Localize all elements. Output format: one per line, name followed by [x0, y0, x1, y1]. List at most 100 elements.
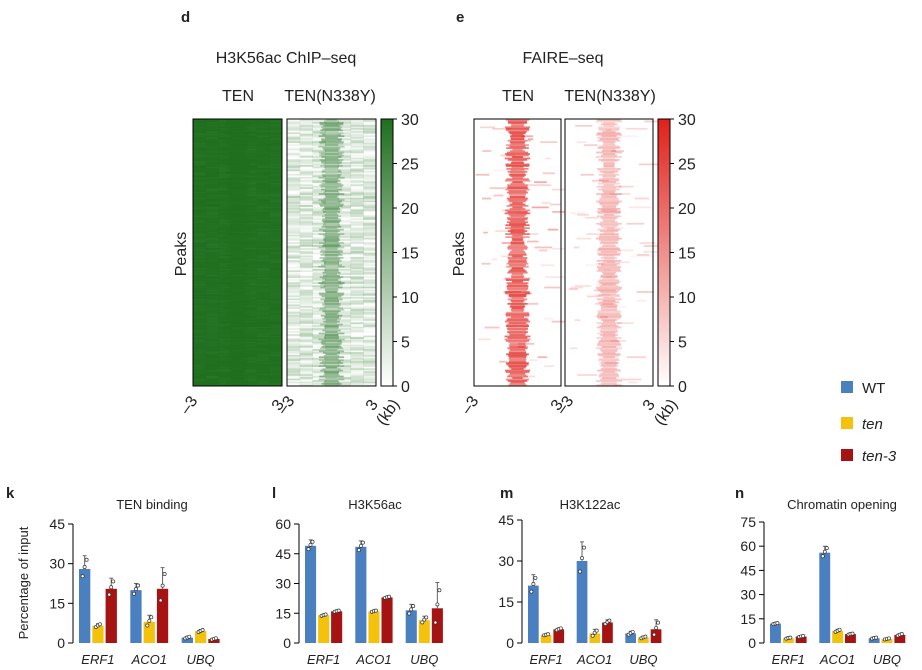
heatmap-cell [218, 372, 232, 375]
heatmap-cell [287, 304, 301, 307]
heatmap-center-cell [506, 282, 529, 284]
heatmap-cell [205, 331, 219, 333]
heatmap-cell [243, 139, 258, 142]
heatmap-cell [337, 245, 352, 247]
heatmap-cell [287, 286, 301, 289]
heatmap-center-cell [597, 182, 621, 185]
heatmap-cell [205, 335, 219, 338]
heatmap-cell [243, 248, 258, 250]
heatmap-cell [325, 151, 339, 154]
heatmap-cell [256, 297, 270, 299]
heatmap-cell [193, 353, 207, 356]
heatmap-center-cell [506, 147, 529, 149]
heatmap-center-cell [228, 360, 247, 363]
heatmap-cell [363, 144, 377, 146]
heatmap-center-cell [602, 371, 616, 373]
heatmap-center-cell [596, 286, 622, 289]
heatmap-cell [628, 381, 638, 384]
heatmap-cell [269, 159, 283, 161]
heatmap-cell [205, 225, 219, 228]
heatmap-cell [193, 340, 207, 342]
heatmap-cell [363, 311, 377, 314]
heatmap-cell [350, 283, 364, 286]
heatmap-cell [269, 286, 283, 289]
heatmap-cell [269, 378, 283, 381]
heatmap-cell [350, 164, 364, 167]
heatmap-cell [243, 209, 258, 212]
heatmap-center-cell [598, 169, 620, 172]
heatmap-cell [299, 377, 313, 379]
heatmap-center-cell [325, 248, 338, 250]
heatmap-cell [350, 377, 364, 379]
heatmap-center-cell [508, 332, 527, 335]
heatmap-cell [193, 345, 207, 348]
heatmap-cell [526, 139, 532, 142]
heatmap-cell [269, 166, 283, 169]
heatmap-cell [363, 255, 377, 258]
heatmap-cell [363, 162, 377, 164]
heatmap-center-cell [322, 252, 341, 255]
heatmap-cell [287, 160, 301, 163]
heatmap-cell [312, 215, 326, 218]
heatmap-cell [269, 251, 283, 253]
heatmap-cell [325, 224, 339, 227]
heatmap-center-cell [596, 322, 622, 324]
heatmap-center-cell [230, 335, 245, 338]
heatmap-cell [325, 347, 339, 350]
y-tick-label: 45 [740, 562, 756, 578]
heatmap-cell [205, 262, 219, 265]
heatmap-cell [193, 240, 207, 243]
heatmap-cell [350, 331, 364, 333]
heatmap-cell [312, 199, 326, 201]
heatmap-cell [573, 246, 580, 249]
heatmap-center-cell [508, 384, 527, 387]
heatmap-ylabel-d: Peaks [173, 232, 190, 276]
heatmap-cell [544, 365, 554, 368]
heatmap-cell [312, 194, 326, 197]
heatmap-cell [218, 270, 232, 273]
heatmap-cell [218, 129, 232, 132]
heatmap-cell [312, 329, 326, 332]
heatmap-cell [205, 176, 219, 179]
bar [418, 620, 430, 643]
replicate-point [373, 608, 378, 613]
heatmap-cell [350, 190, 364, 192]
heatmap-cell [299, 242, 313, 244]
heatmap-cell [218, 380, 232, 382]
heatmap-center-cell [511, 307, 524, 310]
heatmap-cell [363, 359, 377, 362]
heatmap-cell [243, 261, 258, 264]
heatmap-cell [337, 230, 352, 233]
heatmap-cell [312, 262, 326, 265]
bar [156, 588, 169, 643]
heatmap-cell [256, 283, 270, 286]
heatmap-cell [256, 126, 270, 129]
heatmap-cell [218, 264, 232, 267]
heatmap-cell [363, 157, 377, 160]
heatmap-cell [312, 121, 326, 124]
heatmap-cell [325, 215, 339, 218]
y-tick-label: 15 [740, 611, 756, 627]
heatmap-center-cell [508, 289, 527, 292]
heatmap-center-cell [228, 279, 247, 281]
heatmap-cell [312, 268, 326, 271]
heatmap-cell [620, 135, 639, 138]
heatmap-cell [193, 308, 207, 311]
replicate-point [607, 618, 612, 623]
heatmap-cell [243, 181, 258, 184]
heatmap-cell [256, 288, 270, 290]
heatmap-center-cell [600, 276, 618, 279]
heatmap-cell [205, 175, 219, 178]
heatmap-cell [218, 172, 232, 175]
heatmap-center-cell [511, 160, 524, 163]
heatmap-cell [287, 288, 301, 290]
heatmap-cell [205, 256, 219, 259]
heatmap-cell [299, 213, 313, 216]
heatmap-center-cell [510, 342, 525, 345]
heatmap-center-cell [227, 157, 248, 160]
heatmap-cell [256, 319, 270, 322]
heatmap-cell [243, 188, 258, 191]
heatmap-cell [193, 221, 207, 224]
heatmap-cell [269, 240, 283, 243]
heatmap-center-cell [602, 206, 616, 209]
